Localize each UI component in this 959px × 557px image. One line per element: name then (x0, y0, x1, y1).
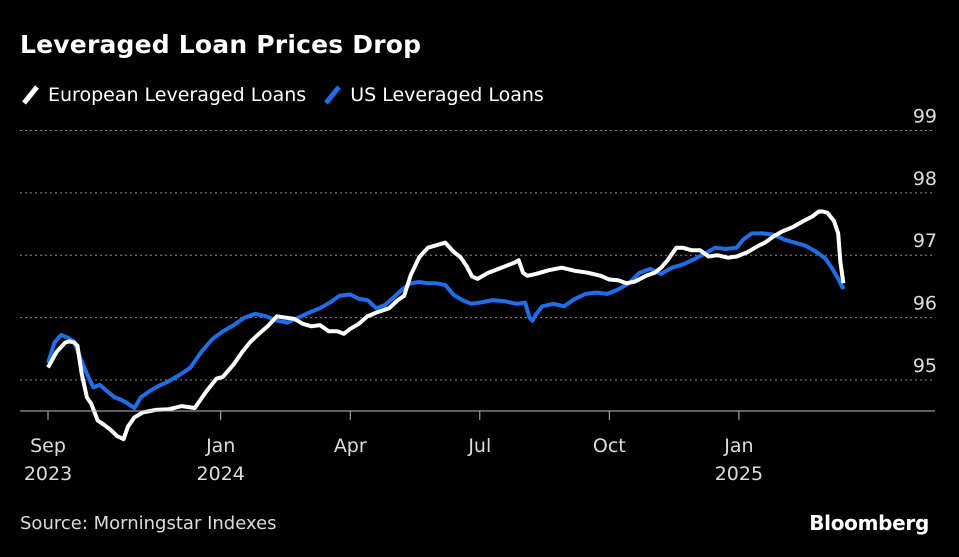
y-axis-labels: 95 96 97 98 99 (913, 105, 937, 376)
y-tick-label-96: 96 (913, 293, 937, 315)
x-tick-year-5: 2025 (715, 463, 763, 485)
legend-swatch-european-icon (22, 85, 39, 105)
bloomberg-logo: Bloomberg (809, 511, 929, 535)
legend-label-us: US Leveraged Loans (350, 84, 544, 106)
legend: European Leveraged Loans US Leveraged Lo… (20, 84, 560, 106)
series-line-us (46, 231, 846, 410)
x-tick-label-4: Oct (593, 435, 626, 457)
source-note: Source: Morningstar Indexes (20, 513, 277, 534)
grid-layer (20, 129, 935, 381)
legend-label-european: European Leveraged Loans (48, 84, 307, 106)
x-tick-label-1: Jan (205, 435, 235, 457)
y-tick-label-97: 97 (913, 230, 937, 252)
x-tick-year-0: 2023 (24, 463, 72, 485)
x-tick-label-0: Sep (30, 435, 66, 457)
series-layer (46, 209, 846, 442)
y-tick-label-99: 99 (913, 105, 937, 127)
chart-title: Leveraged Loan Prices Drop (20, 30, 422, 59)
x-axis: Sep 2023 Jan 2024 Apr Jul Oct Jan 2025 (20, 410, 935, 485)
legend-item-us: US Leveraged Loans (322, 84, 544, 106)
x-tick-label-3: Jul (467, 435, 491, 457)
y-tick-label-95: 95 (913, 355, 937, 377)
legend-swatch-us-icon (324, 85, 342, 105)
x-tick-year-1: 2024 (197, 463, 245, 485)
legend-item-european: European Leveraged Loans (20, 84, 306, 106)
x-tick-label-5: Jan (723, 435, 753, 457)
x-tick-label-2: Apr (334, 435, 367, 457)
y-tick-label-98: 98 (913, 168, 937, 190)
series-line-european (46, 209, 846, 442)
